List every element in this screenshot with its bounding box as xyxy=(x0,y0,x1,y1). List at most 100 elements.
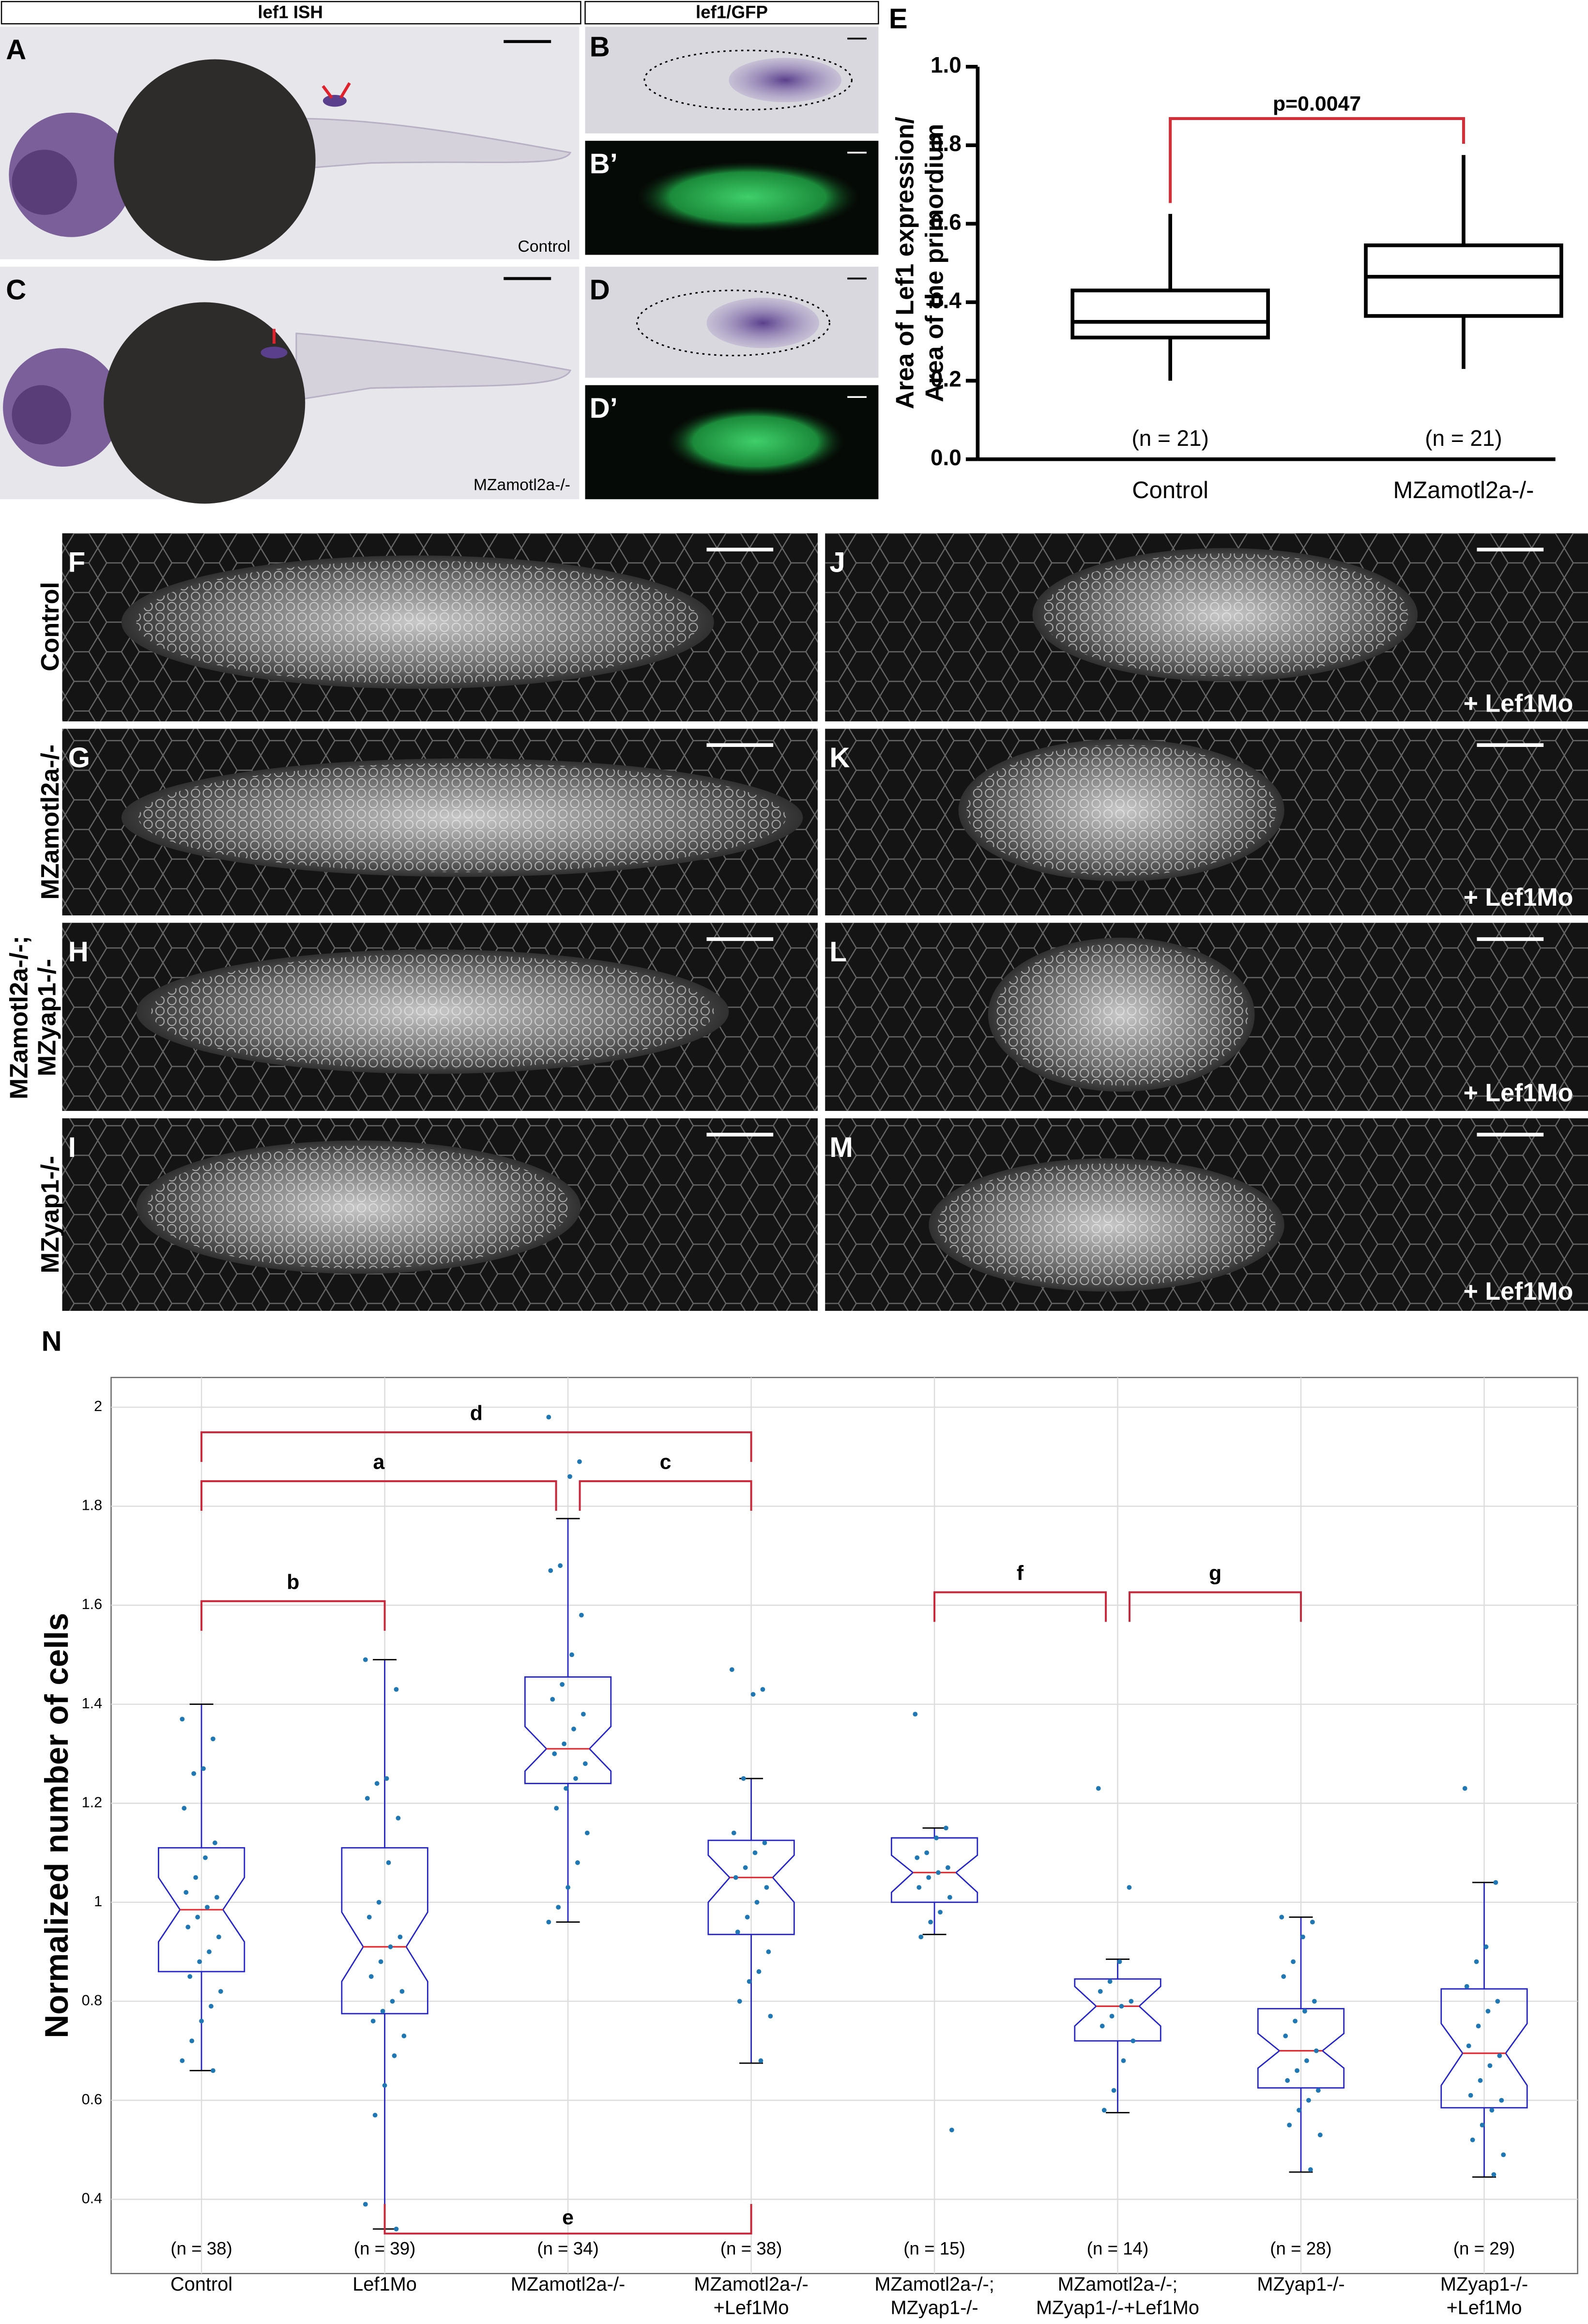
data-point xyxy=(1130,2038,1136,2044)
panel-label: E xyxy=(889,3,908,34)
data-point xyxy=(924,1850,930,1855)
headers: lef1 ISH lef1/GFP xyxy=(0,0,879,25)
row-label: MZyap1-/- xyxy=(33,959,61,1077)
panel-labels: A B B’ C D D’ E F G H I J K L M N xyxy=(6,3,907,1357)
data-point xyxy=(218,1989,223,1994)
data-point xyxy=(376,1899,382,1905)
x-tick-label: MZamotl2a-/- xyxy=(1393,477,1534,503)
primordium-cells xyxy=(147,1146,570,1269)
header: lef1 ISH xyxy=(258,2,323,22)
notched-box xyxy=(341,1847,428,2015)
data-point xyxy=(1293,2019,1298,2024)
data-point xyxy=(1306,2097,1311,2103)
data-point xyxy=(1291,1959,1296,1964)
data-point xyxy=(729,1667,734,1672)
y-tick-label: 0.0 xyxy=(931,445,962,470)
data-point xyxy=(207,1949,212,1954)
y-axis-label: Area of Lef1 expression/ xyxy=(891,117,919,409)
data-point xyxy=(745,1914,750,1920)
panel-label: G xyxy=(68,742,90,774)
panel-label: D xyxy=(590,274,610,305)
data-point xyxy=(949,2127,954,2133)
data-point xyxy=(737,1999,742,2004)
data-point xyxy=(1466,2043,1471,2049)
data-point xyxy=(913,1712,918,1717)
x-tick-label: MZyap1-/- xyxy=(890,2297,978,2319)
header-box xyxy=(0,0,581,25)
data-point xyxy=(766,1949,771,1954)
significance-bracket xyxy=(1169,117,1466,203)
panel-label: N xyxy=(42,1326,62,1357)
data-point xyxy=(947,1895,952,1900)
y-tick-label: 1.0 xyxy=(931,52,962,77)
panel-label: J xyxy=(829,547,845,578)
primordium-cells xyxy=(136,561,700,684)
data-point xyxy=(1101,2108,1107,2113)
data-point xyxy=(1098,1989,1103,1994)
notched-box xyxy=(890,1837,978,1903)
data-point xyxy=(571,1726,576,1732)
significance-bracket xyxy=(579,1480,752,1511)
annotation: c xyxy=(660,1450,672,1473)
panel-label: B xyxy=(590,31,610,62)
data-point xyxy=(397,1934,403,1940)
data-point xyxy=(1476,2023,1481,2029)
treatment-labels: + Lef1Mo + Lef1Mo + Lef1Mo + Lef1Mo xyxy=(1464,689,1573,1306)
data-point xyxy=(193,1875,198,1880)
data-point xyxy=(396,1816,401,1821)
data-point xyxy=(1096,1786,1101,1791)
data-point xyxy=(565,1885,570,1890)
primordium-cells xyxy=(966,744,1276,876)
data-point xyxy=(1495,1999,1500,2004)
data-point xyxy=(390,1999,395,2004)
notched-box xyxy=(524,1676,612,1784)
y-tick-label: 1.6 xyxy=(82,1596,103,1612)
primordium-cells xyxy=(138,763,786,872)
data-point xyxy=(382,2083,387,2088)
y-tick-label: 1 xyxy=(94,1893,102,1910)
data-point xyxy=(752,1850,758,1855)
data-point xyxy=(750,1692,756,1697)
data-point xyxy=(936,1870,941,1875)
data-point xyxy=(1491,2172,1496,2177)
data-point xyxy=(768,2014,773,2019)
x-tick-label: MZyap1-/- xyxy=(1440,2274,1528,2295)
data-point xyxy=(548,1568,553,1573)
data-point xyxy=(946,1865,950,1870)
data-point xyxy=(1485,2008,1491,2014)
panel-label: M xyxy=(829,1132,853,1163)
n-label: (n = 38) xyxy=(720,2239,782,2259)
y-tick-label: 0.4 xyxy=(82,2190,103,2206)
annotation: e xyxy=(562,2206,574,2229)
data-point xyxy=(185,1925,191,1929)
x-tick-label: MZyap1-/-+Lef1Mo xyxy=(1036,2297,1199,2319)
row-label: MZamotl2a-/-; xyxy=(5,936,33,1099)
n-label: (n = 39) xyxy=(354,2239,416,2259)
data-point xyxy=(926,1875,931,1880)
x-tick-label: +Lef1Mo xyxy=(714,2297,789,2319)
primordium-cells xyxy=(151,954,714,1069)
data-point xyxy=(575,1860,580,1865)
microscopy-images xyxy=(62,533,1588,1311)
n-label: (n = 21) xyxy=(1425,425,1502,451)
primordium-cells xyxy=(994,943,1248,1086)
significance-bracket xyxy=(933,1591,1107,1622)
y-axis-label: Normalized number of cells xyxy=(39,1613,75,2038)
annotation: g xyxy=(1209,1562,1222,1585)
n-label: (n = 29) xyxy=(1453,2239,1515,2259)
data-point xyxy=(374,1781,380,1786)
y-tick-label: 0.8 xyxy=(931,131,962,156)
data-point xyxy=(1315,2088,1321,2093)
data-point xyxy=(546,1919,551,1925)
data-point xyxy=(1109,2014,1115,2019)
data-point xyxy=(560,1682,565,1687)
data-point xyxy=(205,1905,210,1910)
data-point xyxy=(183,1890,189,1895)
significance-bracket xyxy=(200,1600,386,1631)
notched-box xyxy=(1074,1978,1161,2042)
data-point xyxy=(577,1459,582,1464)
primordium-cells xyxy=(1042,553,1408,676)
chart-n: 0.4 0.6 0.8 1 1.2 1.4 1.6 1.8 2 Normalized number… xyxy=(39,1377,1578,2319)
